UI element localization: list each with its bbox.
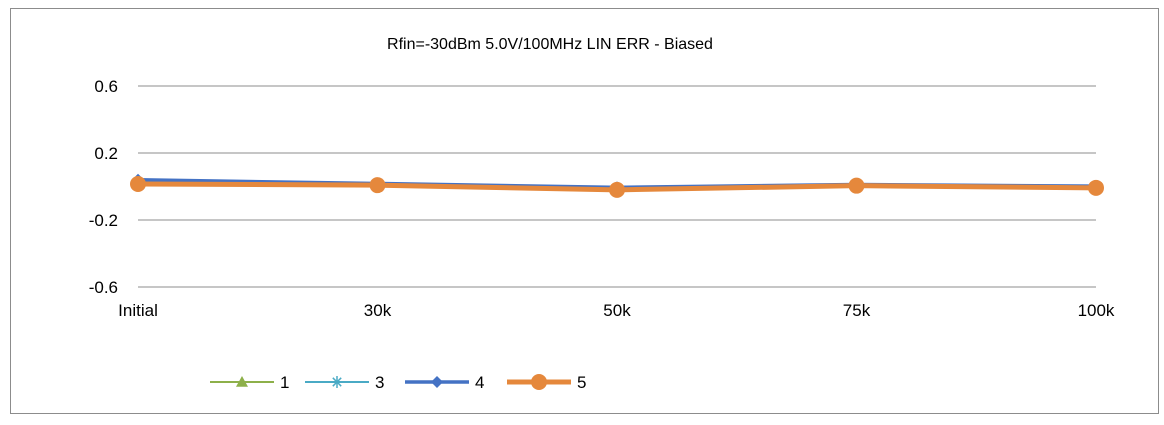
legend-marker: [531, 374, 547, 390]
chart-border: [10, 8, 1159, 414]
x-tick-label: Initial: [118, 301, 158, 320]
legend: 1 3 4 5: [210, 373, 586, 392]
legend-item: 4: [405, 373, 484, 392]
legend-marker: [236, 376, 248, 387]
data-point: [369, 177, 386, 194]
legend-label: 5: [577, 373, 586, 392]
legend-label: 1: [280, 373, 289, 392]
x-tick-label: 100k: [1078, 301, 1115, 320]
data-point: [848, 177, 865, 194]
legend-item: 1: [210, 373, 289, 392]
data-point: [130, 175, 146, 192]
x-tick-label: 30k: [364, 301, 392, 320]
y-tick-label: 0.2: [94, 144, 118, 163]
data-point: [609, 181, 625, 198]
x-axis-ticks: Initial 30k 50k 75k 100k: [118, 301, 1115, 320]
legend-marker: [431, 376, 443, 388]
legend-item: 3: [305, 373, 384, 392]
chart-title: Rfin=-30dBm 5.0V/100MHz LIN ERR - Biased: [387, 36, 713, 53]
gridlines: [138, 85, 1096, 288]
y-tick-label: -0.6: [89, 278, 118, 297]
series-lines: [130, 173, 1104, 198]
legend-marker: [331, 376, 343, 388]
y-tick-label: -0.2: [89, 211, 118, 230]
y-axis-ticks: 0.6 0.2 -0.2 -0.6: [89, 77, 118, 297]
legend-label: 3: [375, 373, 384, 392]
legend-item: 5: [507, 373, 586, 392]
x-tick-label: 75k: [843, 301, 871, 320]
legend-label: 4: [475, 373, 484, 392]
series-5: [130, 175, 1104, 198]
x-tick-label: 50k: [603, 301, 631, 320]
y-tick-label: 0.6: [94, 77, 118, 96]
data-point: [1088, 179, 1104, 196]
